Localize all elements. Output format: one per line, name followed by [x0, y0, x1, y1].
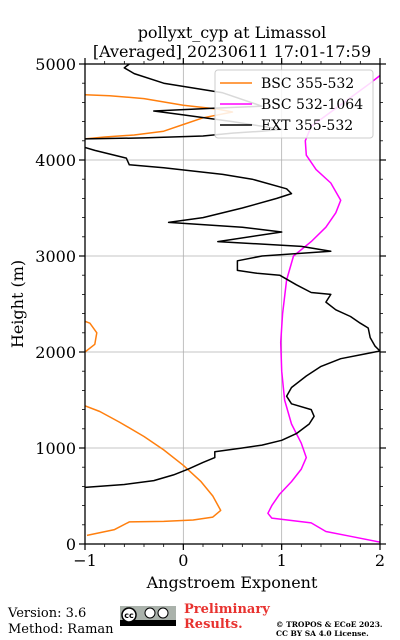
legend: BSC 355-532 BSC 532-1064 EXT 355-532 — [214, 69, 374, 139]
series-line-bsc-355-532 — [85, 320, 98, 353]
copyright-line-1: © TROPOS & ECoE 2023. — [276, 620, 383, 629]
copyright-notice: © TROPOS & ECoE 2023. CC BY SA 4.0 Licen… — [276, 620, 383, 638]
svg-text:cc: cc — [124, 611, 134, 620]
x-tick-label: −1 — [73, 551, 97, 570]
chart-title-line-2: [Averaged] 20230611 17:01-17:59 — [93, 42, 371, 61]
x-tick-label: 1 — [277, 551, 287, 570]
copyright-line-2: CC BY SA 4.0 License. — [276, 629, 369, 638]
x-tick-label: 2 — [375, 551, 385, 570]
legend-label: BSC 532-1064 — [261, 97, 363, 113]
series-line-ext-355-532 — [85, 146, 380, 489]
method-label: Method: Raman — [8, 622, 114, 637]
preliminary-notice: Preliminary Results. — [184, 602, 270, 632]
y-axis-label: Height (m) — [8, 260, 27, 348]
preliminary-line-2: Results. — [184, 617, 243, 632]
y-tick-label: 3000 — [35, 247, 76, 266]
series-line-bsc-532-1064 — [267, 74, 380, 543]
x-axis-label: Angstroem Exponent — [146, 573, 318, 592]
legend-box — [214, 69, 374, 139]
y-tick-label: 5000 — [35, 55, 76, 74]
y-tick-label: 2000 — [35, 343, 76, 362]
series-line-bsc-355-532 — [85, 93, 234, 140]
legend-label: EXT 355-532 — [261, 118, 353, 134]
plot-frame — [84, 63, 381, 545]
preliminary-line-1: Preliminary — [184, 602, 270, 617]
x-tick-label: 0 — [178, 551, 188, 570]
y-tick-label: 4000 — [35, 151, 76, 170]
chart-title-line-1: pollyxt_cyp at Limassol — [138, 23, 327, 42]
version-label: Version: 3.6 — [8, 606, 87, 621]
series-line-bsc-355-532 — [85, 405, 222, 537]
cc-by-sa-icon: cc — [120, 606, 176, 626]
legend-label: BSC 355-532 — [261, 76, 354, 92]
y-tick-label: 0 — [66, 535, 76, 554]
y-tick-label: 1000 — [35, 439, 76, 458]
